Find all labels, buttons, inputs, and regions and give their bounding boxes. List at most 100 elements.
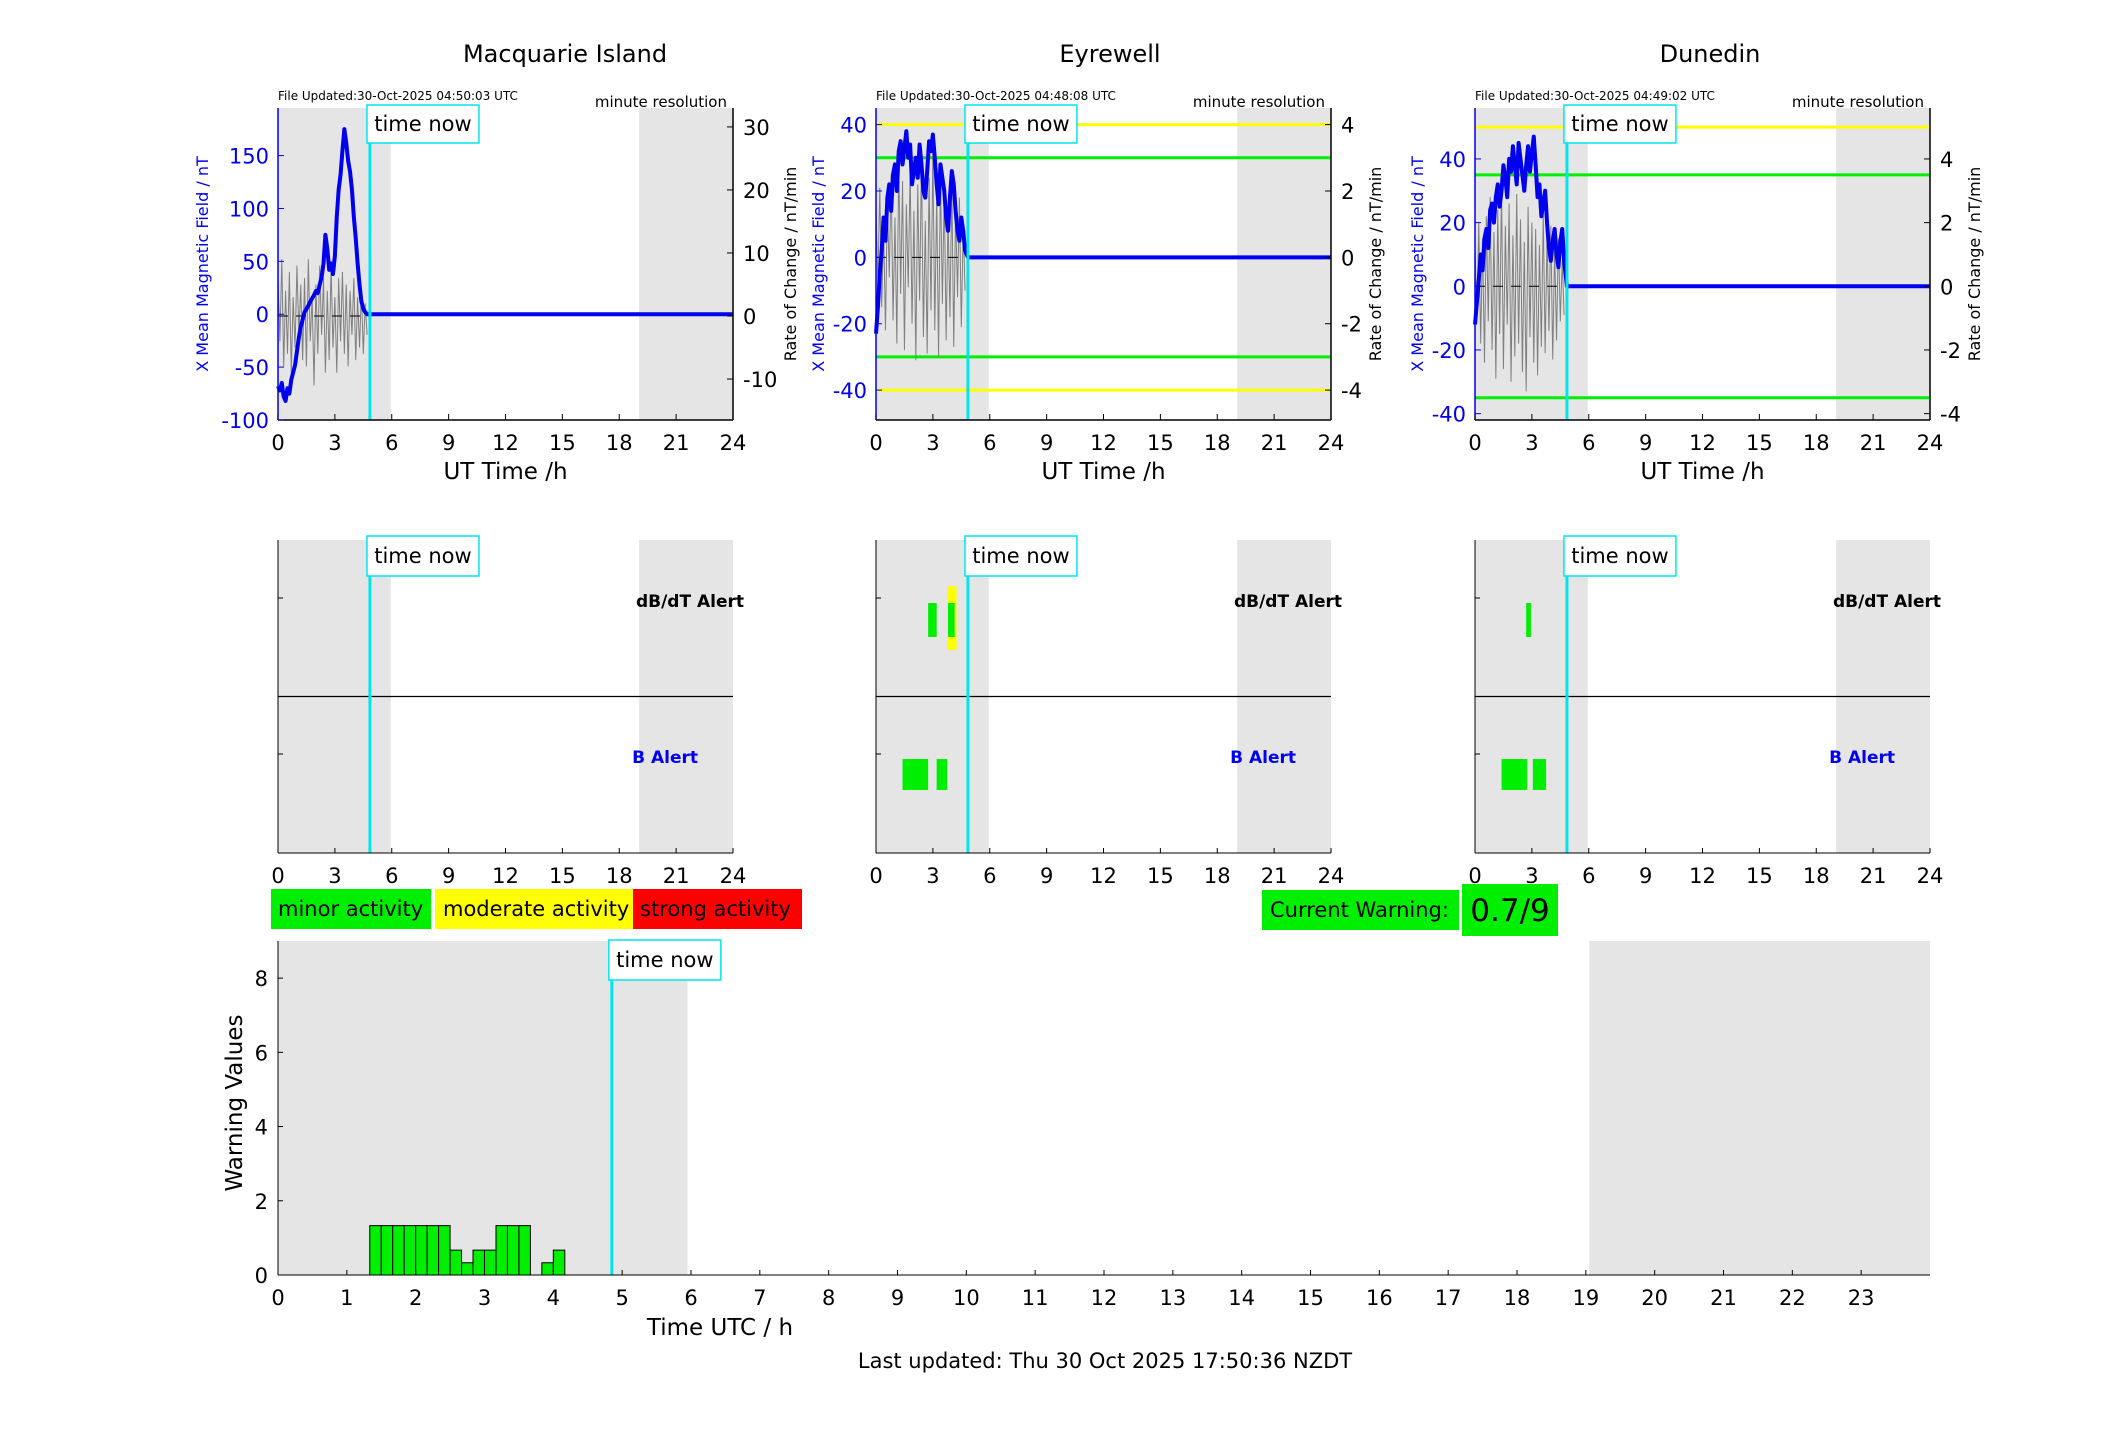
- b-alert-label: B Alert: [1829, 748, 1895, 768]
- y-left-tick-label: 0: [1453, 275, 1466, 299]
- warning-bar-2: [392, 1225, 405, 1276]
- warning-bar-10: [484, 1249, 497, 1276]
- warning-bar-15: [552, 1249, 566, 1276]
- x-tick-label: 21: [663, 864, 690, 888]
- x-tick-label: 7: [753, 1286, 766, 1310]
- x-tick-label: 15: [549, 864, 576, 888]
- x-tick-label: 6: [385, 864, 398, 888]
- y-tick-label: 8: [255, 967, 268, 991]
- y-right-axis-label: Rate of Change / nT/min: [781, 167, 800, 362]
- x-tick-label: 18: [1204, 431, 1231, 455]
- x-tick-label: 14: [1228, 1286, 1255, 1310]
- y-tick-label: 4: [255, 1116, 268, 1140]
- x-tick-label: 17: [1435, 1286, 1462, 1310]
- y-right-tick-label: -2: [1940, 339, 1961, 363]
- field-line: [874, 129, 1331, 334]
- resolution-label: minute resolution: [1792, 93, 1924, 111]
- x-tick-label: 18: [1504, 1286, 1531, 1310]
- y-left-tick-label: 0: [854, 246, 867, 270]
- dbdt-alert-label: dB/dT Alert: [636, 592, 744, 612]
- night-shading-1: [1589, 941, 1930, 1275]
- x-tick-label: 12: [1689, 864, 1716, 888]
- x-tick-label: 18: [1803, 864, 1830, 888]
- y-right-tick-label: 0: [1341, 246, 1354, 270]
- now-label: time now: [1571, 544, 1668, 568]
- station-field-plots: Macquarie Island File Updated:30-Oct-2025…: [193, 40, 1984, 485]
- now-label-box: [964, 104, 1078, 144]
- x-tick-label: 0: [1468, 864, 1481, 888]
- warning-bar-11: [495, 1225, 508, 1276]
- file-updated-label: File Updated:30-Oct-2025 04:48:08 UTC: [876, 89, 1116, 103]
- file-updated-label: File Updated:30-Oct-2025 04:49:02 UTC: [1475, 89, 1715, 103]
- x-tick-label: 21: [663, 431, 690, 455]
- x-axis-label: UT Time /h: [443, 459, 567, 485]
- x-tick-label: 24: [720, 431, 747, 455]
- x-tick-label: 18: [1204, 864, 1231, 888]
- warning-bar-4: [415, 1225, 428, 1276]
- night-shading-1: [1237, 108, 1331, 420]
- warning-bar-5: [426, 1225, 440, 1276]
- current-warning-value-bg: [1462, 884, 1558, 936]
- x-tick-label: 12: [1090, 864, 1117, 888]
- x-tick-label: 24: [1318, 431, 1345, 455]
- x-tick-label: 12: [1091, 1286, 1118, 1310]
- y-tick-label: 6: [255, 1041, 268, 1065]
- y-left-tick-label: 50: [242, 250, 269, 274]
- now-label: time now: [374, 112, 471, 136]
- x-tick-label: 18: [606, 864, 633, 888]
- y-left-tick-label: -20: [1432, 339, 1466, 363]
- activity-legend: minor activity moderate activity strong …: [271, 889, 802, 929]
- legend-moderate-swatch: [435, 889, 633, 929]
- now-label-box: [1563, 535, 1677, 577]
- x-tick-label: 24: [720, 864, 747, 888]
- dbdt-alert-bar-2: [948, 603, 955, 637]
- warning-bar-7: [449, 1249, 463, 1276]
- y-left-axis-label: X Mean Magnetic Field / nT: [193, 156, 212, 372]
- y-right-tick-label: 30: [743, 116, 770, 140]
- night-shading-1: [1836, 108, 1930, 420]
- x-tick-label: 18: [606, 431, 633, 455]
- x-tick-label: 10: [953, 1286, 980, 1310]
- y-right-tick-label: 10: [743, 242, 770, 266]
- x-tick-label: 21: [1261, 431, 1288, 455]
- x-tick-label: 15: [1147, 431, 1174, 455]
- y-right-axis-label: Rate of Change / nT/min: [1965, 167, 1984, 362]
- x-tick-label: 15: [1746, 864, 1773, 888]
- y-right-tick-label: -4: [1940, 403, 1961, 427]
- warning-bar-8: [461, 1262, 474, 1276]
- station-title: Eyrewell: [1059, 40, 1160, 68]
- x-tick-label: 21: [1710, 1286, 1737, 1310]
- x-tick-label: 3: [328, 431, 341, 455]
- x-tick-label: 9: [1639, 864, 1652, 888]
- y-right-tick-label: 4: [1341, 114, 1354, 138]
- current-warning-value: 0.7/9: [1470, 893, 1549, 929]
- y-right-tick-label: -4: [1341, 379, 1362, 403]
- x-axis-label: UT Time /h: [1041, 459, 1165, 485]
- warning-bar-3: [403, 1225, 417, 1276]
- station-title: Macquarie Island: [463, 40, 667, 68]
- x-tick-label: 21: [1860, 864, 1887, 888]
- y-right-tick-label: 2: [1341, 180, 1354, 204]
- x-tick-label: 5: [615, 1286, 628, 1310]
- station-alert-plots: time now 0 3 6 9 12 15 18 21 24 dB/dT Alert B Alert…: [271, 535, 1943, 888]
- x-tick-label: 9: [1040, 431, 1053, 455]
- y-right-tick-label: 4: [1940, 148, 1953, 172]
- x-tick-label: 12: [1090, 431, 1117, 455]
- legend-minor-swatch: [271, 889, 431, 929]
- x-tick-label: 4: [547, 1286, 560, 1310]
- y-tick-label: 2: [255, 1190, 268, 1214]
- current-warning-box: Current Warning: 0.7/9: [1262, 884, 1558, 936]
- now-label-box: [366, 535, 480, 577]
- x-tick-label: 9: [442, 864, 455, 888]
- now-label-box: [1563, 104, 1677, 144]
- x-tick-label: 13: [1159, 1286, 1186, 1310]
- x-tick-label: 6: [1582, 431, 1595, 455]
- now-label-box: [608, 939, 722, 981]
- x-tick-label: 18: [1803, 431, 1830, 455]
- x-tick-label: 6: [1582, 864, 1595, 888]
- warning-bar-1: [380, 1225, 394, 1276]
- x-tick-label: 6: [684, 1286, 697, 1310]
- x-tick-label: 0: [271, 431, 284, 455]
- x-tick-label: 15: [1297, 1286, 1324, 1310]
